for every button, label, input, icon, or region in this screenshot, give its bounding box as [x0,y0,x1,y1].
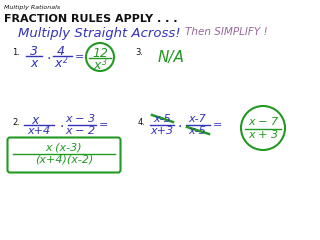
Text: x: x [93,59,101,72]
Text: Multiply Straight Across!: Multiply Straight Across! [18,27,180,40]
Text: 3.: 3. [135,48,143,57]
Text: x+3: x+3 [150,126,173,136]
Text: 1.: 1. [12,48,20,57]
Text: 3: 3 [101,58,107,67]
Text: =: = [99,120,109,130]
Text: =: = [74,52,84,62]
Text: x: x [54,57,62,70]
Text: 2.: 2. [12,118,20,127]
Text: x-7: x-7 [188,114,206,124]
Text: N/A: N/A [158,50,185,65]
Text: x: x [31,114,39,127]
Text: 4.: 4. [138,118,146,127]
Text: x − 7: x − 7 [248,117,278,127]
Text: ·: · [47,52,51,66]
Text: Multiply Rationals: Multiply Rationals [4,5,60,10]
Text: x-5: x-5 [153,114,171,124]
Text: 4: 4 [57,45,65,58]
Text: x-5: x-5 [188,126,206,136]
Text: x+4: x+4 [28,126,51,136]
Text: x − 3: x − 3 [65,114,95,124]
Text: (x+4)(x-2): (x+4)(x-2) [35,155,93,165]
Text: =: = [212,120,222,130]
Text: x: x [30,57,38,70]
Text: ·: · [178,120,182,134]
Text: x + 3: x + 3 [248,130,278,140]
Text: ·: · [60,120,64,134]
Text: x (x-3): x (x-3) [46,143,82,153]
Text: 12: 12 [92,47,108,60]
Text: FRACTION RULES APPLY . . .: FRACTION RULES APPLY . . . [4,14,178,24]
Text: 2: 2 [63,56,68,65]
Text: x − 2: x − 2 [65,126,95,136]
Text: 3: 3 [30,45,38,58]
Text: Then SIMPLIFY !: Then SIMPLIFY ! [185,27,268,37]
